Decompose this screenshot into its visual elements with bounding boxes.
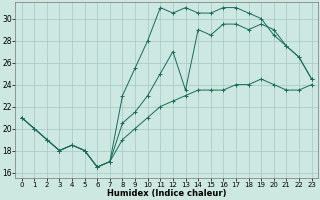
X-axis label: Humidex (Indice chaleur): Humidex (Indice chaleur) xyxy=(107,189,226,198)
